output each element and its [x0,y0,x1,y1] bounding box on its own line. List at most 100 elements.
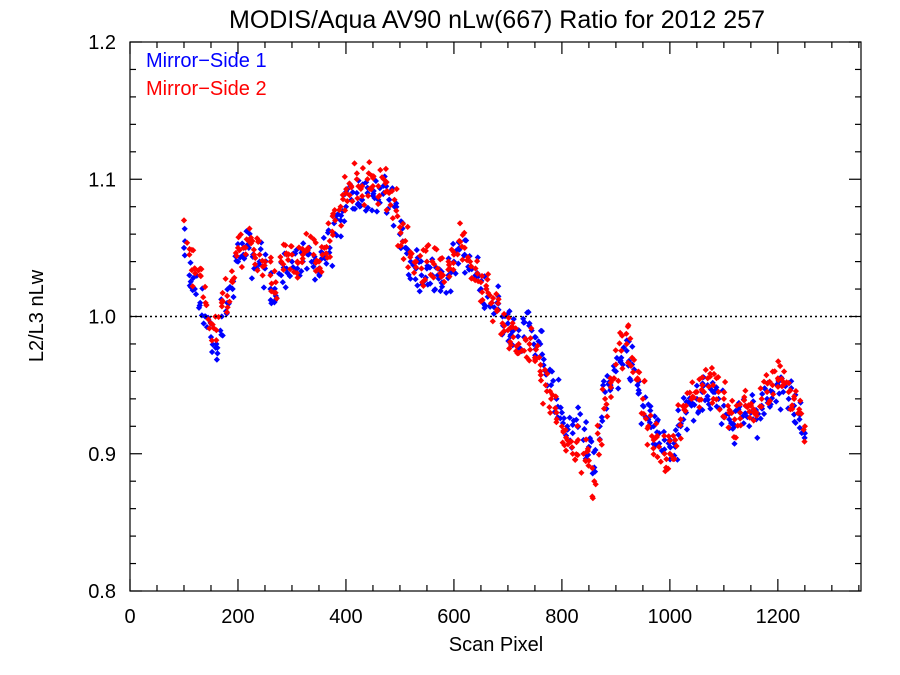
data-point [493,290,500,298]
data-point [426,264,434,271]
data-point [294,274,301,281]
data-point [600,378,607,385]
data-point [477,279,485,286]
data-point [303,246,310,254]
series-mirror-side-1 [180,173,809,477]
data-point [326,237,333,245]
data-point [382,165,390,173]
data-point [497,330,505,338]
data-point [416,288,423,295]
data-point [654,432,661,439]
data-point [562,447,570,454]
data-point [455,260,462,267]
data-point [754,434,761,442]
data-point [623,330,630,337]
data-point [612,347,619,354]
data-point [414,282,421,289]
data-point [729,397,736,404]
data-point [311,276,319,283]
data-point [459,256,466,263]
data-point [760,410,768,418]
data-point [260,284,268,291]
data-point [599,382,607,389]
data-point [696,404,703,411]
data-point [279,279,286,286]
data-point [615,377,622,385]
data-point [801,438,808,445]
data-point [681,406,688,414]
y-axis-label: L2/L3 nLw [26,269,48,362]
data-point [213,356,221,363]
data-point [257,245,264,253]
data-point [509,319,516,327]
data-point [569,421,576,429]
data-point [434,265,441,272]
data-point [445,261,453,269]
data-point [272,279,279,286]
data-point [310,263,317,270]
data-point [180,217,188,224]
data-point [337,233,345,240]
data-point [590,449,598,456]
data-point [528,325,535,332]
data-point [282,284,289,291]
data-point [450,259,457,267]
data-point [801,434,808,442]
data-point [753,412,760,419]
data-point [400,255,407,263]
data-point [627,362,635,370]
data-point [251,261,259,268]
data-point [464,254,472,261]
data-point [598,414,605,421]
data-point [481,304,488,312]
chart-title: MODIS/Aqua AV90 nLw(667) Ratio for 2012 … [229,6,765,34]
data-point [262,251,269,258]
data-point [641,378,648,385]
data-point [472,265,479,272]
data-point [366,159,373,166]
data-point [573,416,580,423]
data-point [219,289,226,297]
data-point [421,276,429,283]
data-point [359,164,367,172]
data-point [693,382,701,389]
data-point [201,283,209,291]
data-point [582,418,590,426]
data-point [785,395,792,403]
data-point [359,192,366,200]
data-point [610,375,618,382]
data-point [478,289,486,296]
data-point [200,294,207,301]
data-point [489,318,496,325]
data-point [544,370,551,377]
data-point [294,259,302,267]
data-point [483,282,490,290]
data-point [501,322,508,329]
data-point [411,259,418,266]
data-point [592,481,599,488]
x-tick-label: 0 [124,606,135,628]
data-point [343,185,350,193]
data-point [721,378,729,386]
data-point [493,308,501,315]
data-point [271,267,278,275]
data-point [230,293,237,301]
data-point [325,220,332,227]
data-point [789,405,796,413]
data-point [509,323,516,331]
data-point [701,397,709,404]
x-axis: 0 200 400 600 800 1000 1200 [124,42,860,628]
data-point [541,366,549,373]
data-point [507,341,515,349]
data-point [607,393,615,401]
data-point [651,413,658,420]
data-point [224,292,231,300]
data-point [601,395,609,403]
data-point [449,240,457,248]
data-point [510,333,517,341]
data-point [599,417,606,425]
legend-entry-mirror-side-1: Mirror−Side 1 [146,50,267,72]
data-point [699,374,706,381]
data-point [581,425,588,433]
data-point [404,264,412,271]
